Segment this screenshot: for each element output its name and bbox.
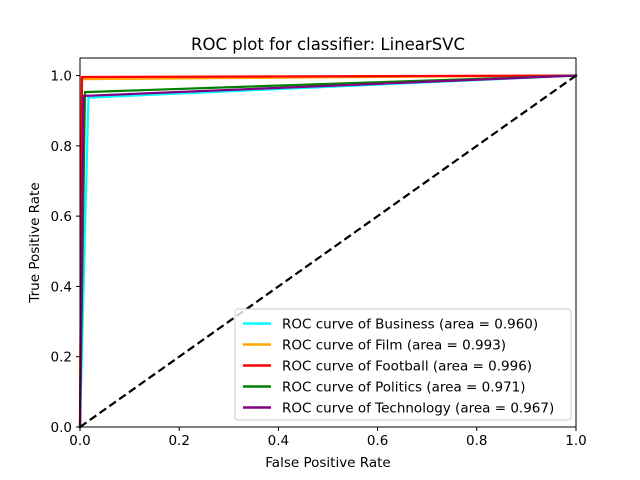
y-ticks: 0.0 0.2 0.4 0.6 0.8 1.0 (51, 69, 80, 436)
roc-curve-line-5 (78, 74, 578, 429)
y-tick-label: 0.0 (51, 420, 72, 436)
legend-label: ROC curve of Business (area = 0.960) (282, 317, 538, 333)
y-tick-label: 1.0 (51, 69, 72, 85)
x-tick-label: 0.8 (466, 433, 487, 449)
legend: ROC curve of Business (area = 0.960) ROC … (234, 308, 572, 421)
legend-label: ROC curve of Technology (area = 0.967) (282, 401, 554, 417)
y-tick-label: 0.4 (51, 279, 72, 295)
axes-frame (79, 57, 577, 428)
legend-entries: ROC curve of Business (area = 0.960) ROC … (243, 317, 554, 417)
y-tick-label: 0.2 (51, 350, 72, 366)
x-ticks: 0.0 0.2 0.4 0.6 0.8 1.0 (69, 427, 587, 449)
x-tick-label: 0.4 (268, 433, 289, 449)
x-tick-label: 0.0 (69, 433, 90, 449)
x-tick-label: 0.6 (367, 433, 388, 449)
x-tick-label: 0.2 (168, 433, 189, 449)
chart-title: ROC plot for classifier: LinearSVC (191, 35, 465, 54)
y-tick-label: 0.6 (51, 209, 72, 225)
legend-box (234, 308, 572, 421)
y-axis-label: True Positive Rate (27, 182, 43, 303)
series-layer (78, 74, 578, 429)
y-tick-label: 0.8 (51, 139, 72, 155)
legend-label: ROC curve of Football (area = 0.996) (282, 359, 532, 375)
legend-label: ROC curve of Film (area = 0.993) (282, 338, 506, 354)
x-axis-label: False Positive Rate (265, 455, 390, 471)
plot-area: 0.0 0.2 0.4 0.6 0.8 1.0 0.0 0.2 0.4 0.6 0.8 1.0 (51, 57, 587, 449)
chance-diagonal-line (79, 74, 577, 428)
x-tick-label: 1.0 (565, 433, 586, 449)
legend-label: ROC curve of Politics (area = 0.971) (282, 380, 526, 396)
